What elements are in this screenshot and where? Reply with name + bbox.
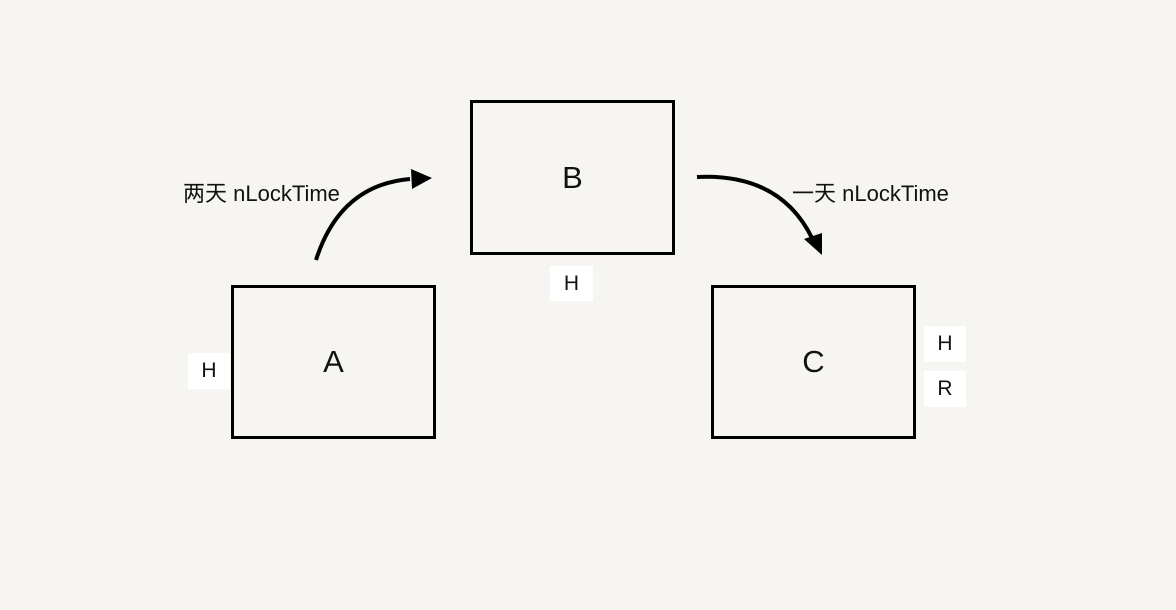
edge-b-to-c-label: 一天 nLockTime [792, 181, 949, 206]
node-a-label: A [323, 344, 344, 379]
edge-a-to-b-label: 两天 nLockTime [183, 181, 340, 206]
node-b-tag-h: H [550, 266, 593, 301]
arrow-b-to-c [696, 174, 822, 255]
node-b-label: B [562, 159, 583, 195]
node-a: A [231, 285, 436, 439]
arrow-a-to-b [314, 169, 432, 261]
node-b: B [470, 100, 675, 255]
node-c-tag-r: R [924, 371, 966, 407]
node-c-tag-h: H [924, 326, 966, 362]
node-c-label: C [802, 344, 825, 379]
node-c: C [711, 285, 916, 439]
node-a-tag-h: H [188, 353, 230, 389]
